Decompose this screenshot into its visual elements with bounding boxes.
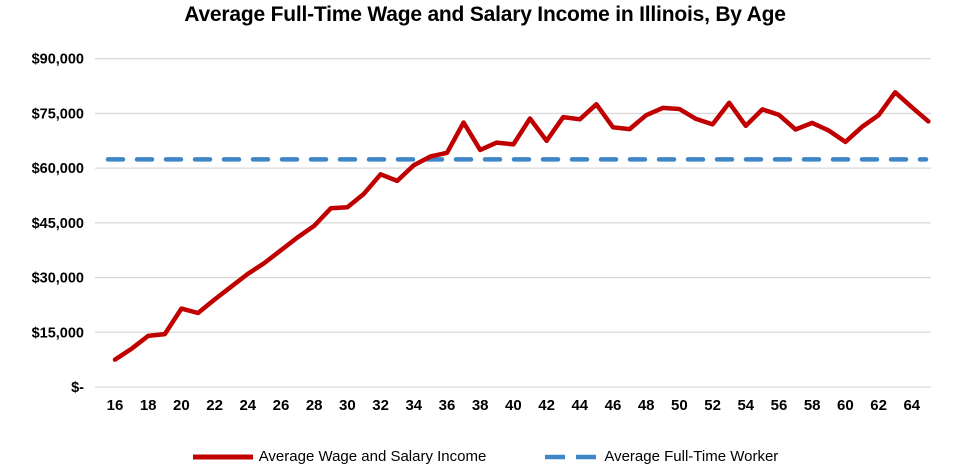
legend-entry-wage-income: Average Wage and Salary Income — [192, 448, 487, 465]
x-axis-tick-label: 48 — [638, 397, 655, 414]
y-axis-tick-label: $90,000 — [32, 52, 84, 68]
legend-swatch-dashed-blue-line-icon — [545, 454, 599, 459]
x-axis-tick-label: 26 — [273, 397, 290, 414]
x-axis-tick-label: 54 — [737, 397, 754, 414]
x-axis-tick-label: 52 — [704, 397, 721, 414]
y-axis-tick-label: $15,000 — [32, 325, 84, 341]
x-axis-tick-label: 18 — [140, 397, 157, 414]
x-axis-tick-label: 58 — [804, 397, 821, 414]
chart-plot-area: $- $15,000 $30,000 $45,000 $60,000 $75,000 $90… — [32, 52, 931, 414]
legend-label-wage-income: Average Wage and Salary Income — [258, 448, 487, 465]
x-axis-tick-label: 36 — [439, 397, 456, 414]
y-axis-tick-label: $45,000 — [32, 216, 84, 232]
x-axis-tick-label: 22 — [206, 397, 223, 414]
x-axis-tick-label: 44 — [571, 397, 588, 414]
x-axis-tick-label: 50 — [671, 397, 688, 414]
x-axis-tick-label: 16 — [107, 397, 124, 414]
y-axis-tick-label: $60,000 — [32, 161, 84, 177]
chart-title: Average Full-Time Wage and Salary Income… — [184, 3, 786, 26]
y-axis-tick-label: $30,000 — [32, 271, 84, 287]
legend-entry-full-time-worker: Average Full-Time Worker — [544, 448, 778, 465]
legend-label-full-time-worker: Average Full-Time Worker — [604, 448, 779, 465]
x-axis-tick-label: 64 — [903, 397, 920, 414]
x-axis-tick-label: 32 — [372, 397, 389, 414]
x-axis-tick-label: 20 — [173, 397, 190, 414]
y-axis-tick-label: $75,000 — [32, 106, 84, 122]
x-axis-tick-label: 56 — [771, 397, 788, 414]
legend-swatch-solid-red-line-icon — [192, 454, 253, 459]
y-axis-tick-label: $- — [71, 380, 84, 396]
chart-legend: Average Wage and Salary Income Average F… — [0, 448, 970, 465]
x-axis-tick-label: 46 — [605, 397, 622, 414]
wage-and-salary-income-line — [112, 90, 931, 362]
x-axis-tick-label: 42 — [538, 397, 555, 414]
x-axis-tick-label: 38 — [472, 397, 489, 414]
x-axis-tick-label: 30 — [339, 397, 356, 414]
x-axis-tick-label: 28 — [306, 397, 323, 414]
x-axis-tick-label: 24 — [239, 397, 256, 414]
x-axis-tick-label: 60 — [837, 397, 854, 414]
x-axis-tick-label: 40 — [505, 397, 522, 414]
x-axis-tick-label: 62 — [870, 397, 887, 414]
x-axis-tick-label: 34 — [405, 397, 422, 414]
